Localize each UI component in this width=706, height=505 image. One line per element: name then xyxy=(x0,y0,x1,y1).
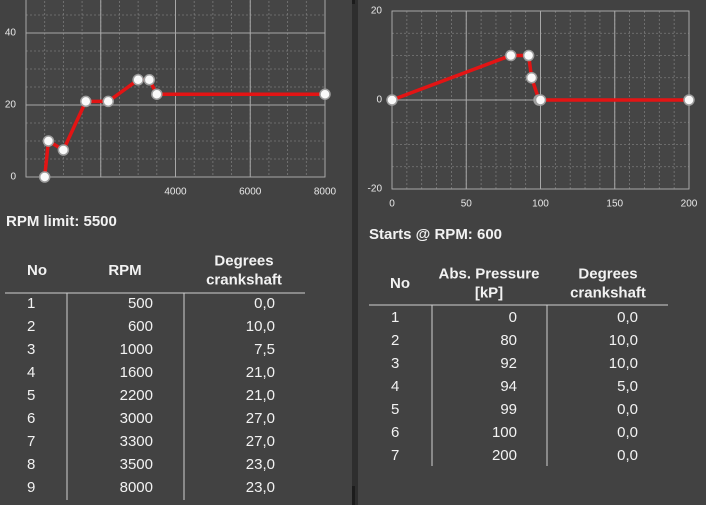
cell: 92 xyxy=(500,355,517,372)
cell: 6 xyxy=(391,424,399,441)
data-point xyxy=(386,94,398,106)
cell: 0,0 xyxy=(617,309,638,326)
header-line: Abs. Pressure xyxy=(439,265,540,282)
header-line: crankshaft xyxy=(570,284,646,301)
cell: 1000 xyxy=(120,341,153,358)
data-point xyxy=(57,144,70,156)
cell: 2 xyxy=(391,332,399,349)
rpm-limit: RPM limit: 5500 xyxy=(6,213,117,230)
column-header: RPM xyxy=(108,262,141,279)
cell: 0,0 xyxy=(254,295,275,312)
x-tick-label: 200 xyxy=(681,199,698,210)
cell: 10,0 xyxy=(609,332,638,349)
cell: 0,0 xyxy=(617,424,638,441)
cell: 8000 xyxy=(120,479,153,496)
cell: 1 xyxy=(391,309,399,326)
cell: 500 xyxy=(128,295,153,312)
column-header: No xyxy=(27,262,47,279)
data-point xyxy=(525,72,538,84)
cell: 21,0 xyxy=(246,364,275,381)
cell: 1 xyxy=(27,295,35,312)
scroll-thumb[interactable] xyxy=(352,486,355,505)
cell: 94 xyxy=(500,378,517,395)
cell: 600 xyxy=(128,318,153,335)
data-point xyxy=(38,171,51,183)
cell: 99 xyxy=(500,401,517,418)
data-point xyxy=(522,49,535,62)
starts-rpm: Starts @ RPM: 600 xyxy=(369,226,502,243)
x-tick-label: 8000 xyxy=(314,187,337,198)
cell: 1600 xyxy=(120,364,153,381)
cell: 200 xyxy=(492,447,517,464)
header-line: [kP] xyxy=(475,284,503,301)
cell: 23,0 xyxy=(246,456,275,473)
cell: 100 xyxy=(492,424,517,441)
data-point xyxy=(319,88,331,100)
cell: 23,0 xyxy=(246,479,275,496)
column-header: Degrees crankshaft xyxy=(206,252,282,288)
data-point xyxy=(42,135,55,147)
x-tick-label: 6000 xyxy=(239,187,262,198)
cell: 5 xyxy=(391,401,399,418)
cell: 2200 xyxy=(120,387,153,404)
column-header: Degrees crankshaft xyxy=(570,265,646,301)
cell: 3 xyxy=(27,341,35,358)
header-line: Degrees xyxy=(578,265,637,282)
data-point xyxy=(143,74,156,86)
cell: 9 xyxy=(27,479,35,496)
data-point xyxy=(151,88,163,100)
scroll-thumb[interactable] xyxy=(352,0,355,4)
cell: 4 xyxy=(27,364,35,381)
y-tick-label: -20 xyxy=(368,184,383,195)
cell: 7,5 xyxy=(254,341,275,358)
cell: 0,0 xyxy=(617,447,638,464)
header-line: No xyxy=(390,275,410,292)
cell: 2 xyxy=(27,318,35,335)
y-tick-label: 0 xyxy=(376,95,382,106)
cell: 8 xyxy=(27,456,35,473)
cell: 7 xyxy=(27,433,35,450)
cell: 6 xyxy=(27,410,35,427)
cell: 3500 xyxy=(120,456,153,473)
x-tick-label: 4000 xyxy=(164,187,187,198)
cell: 10,0 xyxy=(246,318,275,335)
y-tick-label: 20 xyxy=(5,100,17,111)
x-tick-label: 0 xyxy=(389,199,395,210)
header-line: Degrees xyxy=(214,252,273,269)
divider xyxy=(352,0,358,505)
cell: 3000 xyxy=(120,410,153,427)
cell: 21,0 xyxy=(246,387,275,404)
column-header: Abs. Pressure [kP] xyxy=(439,265,540,301)
data-point xyxy=(132,74,144,86)
y-tick-label: 20 xyxy=(371,6,383,17)
cell: 80 xyxy=(500,332,517,349)
x-tick-label: 100 xyxy=(532,199,549,210)
data-point xyxy=(505,49,517,62)
x-tick-label: 50 xyxy=(461,199,473,210)
data-point xyxy=(102,95,114,108)
y-tick-label: 40 xyxy=(5,28,17,39)
y-tick-label: 0 xyxy=(10,172,16,183)
data-point xyxy=(534,94,547,106)
cell: 3300 xyxy=(120,433,153,450)
header-line: crankshaft xyxy=(206,271,282,288)
cell: 5,0 xyxy=(617,378,638,395)
cell: 27,0 xyxy=(246,410,275,427)
x-tick-label: 150 xyxy=(606,199,623,210)
cell: 0,0 xyxy=(617,401,638,418)
cell: 10,0 xyxy=(609,355,638,372)
data-point xyxy=(80,95,92,108)
cell: 7 xyxy=(391,447,399,464)
cell: 5 xyxy=(27,387,35,404)
header-line: No xyxy=(27,262,47,279)
cell: 27,0 xyxy=(246,433,275,450)
cell: 4 xyxy=(391,378,399,395)
cell: 0 xyxy=(509,309,517,326)
cell: 3 xyxy=(391,355,399,372)
header-line: RPM xyxy=(108,262,141,279)
data-point xyxy=(683,94,695,106)
column-header: No xyxy=(390,275,410,292)
